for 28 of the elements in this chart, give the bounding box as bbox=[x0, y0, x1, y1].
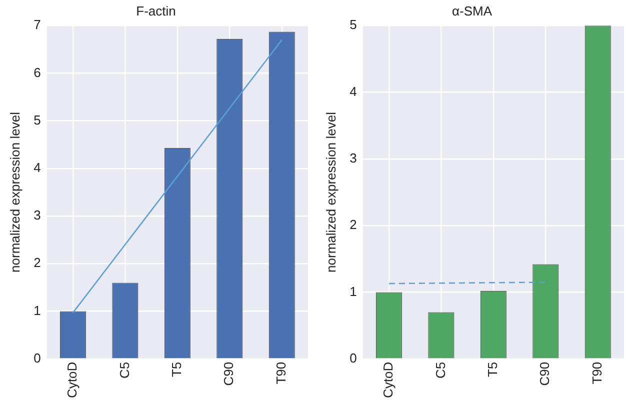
x-tick-label: T90 bbox=[589, 362, 604, 384]
y-tick-label: 3 bbox=[350, 150, 357, 166]
y-tick-label: 2 bbox=[350, 217, 357, 232]
x-tick-label: C90 bbox=[221, 362, 236, 386]
y-axis-title: normalized expression level bbox=[7, 112, 22, 272]
chart-title: F-actin bbox=[136, 3, 176, 18]
x-tick-label: T5 bbox=[168, 362, 184, 378]
y-tick-label: 0 bbox=[34, 350, 41, 366]
x-tick-label: CytoD bbox=[64, 362, 80, 398]
y-tick-label: 1 bbox=[34, 302, 41, 318]
chart-title: α-SMA bbox=[452, 3, 492, 18]
x-tick-label: CytoD bbox=[380, 362, 396, 398]
y-tick-label: 2 bbox=[34, 255, 41, 270]
y-tick-label: 6 bbox=[34, 64, 41, 80]
x-tick-label: C5 bbox=[116, 362, 132, 379]
x-tick-label: C5 bbox=[432, 362, 448, 379]
x-tick-label: C90 bbox=[537, 362, 552, 386]
y-tick-label: 4 bbox=[350, 84, 357, 99]
y-tick-label: 4 bbox=[34, 160, 41, 176]
y-tick-label: 0 bbox=[350, 350, 357, 366]
y-tick-label: 7 bbox=[34, 17, 41, 32]
x-tick-label: T5 bbox=[484, 362, 500, 378]
y-axis-title: normalized expression level bbox=[323, 112, 338, 272]
y-tick-label: 1 bbox=[350, 284, 357, 299]
y-tick-label: 5 bbox=[34, 112, 41, 128]
y-tick-label: 3 bbox=[34, 208, 41, 223]
y-tick-label: 5 bbox=[350, 17, 357, 32]
x-tick-label: T90 bbox=[273, 362, 288, 384]
